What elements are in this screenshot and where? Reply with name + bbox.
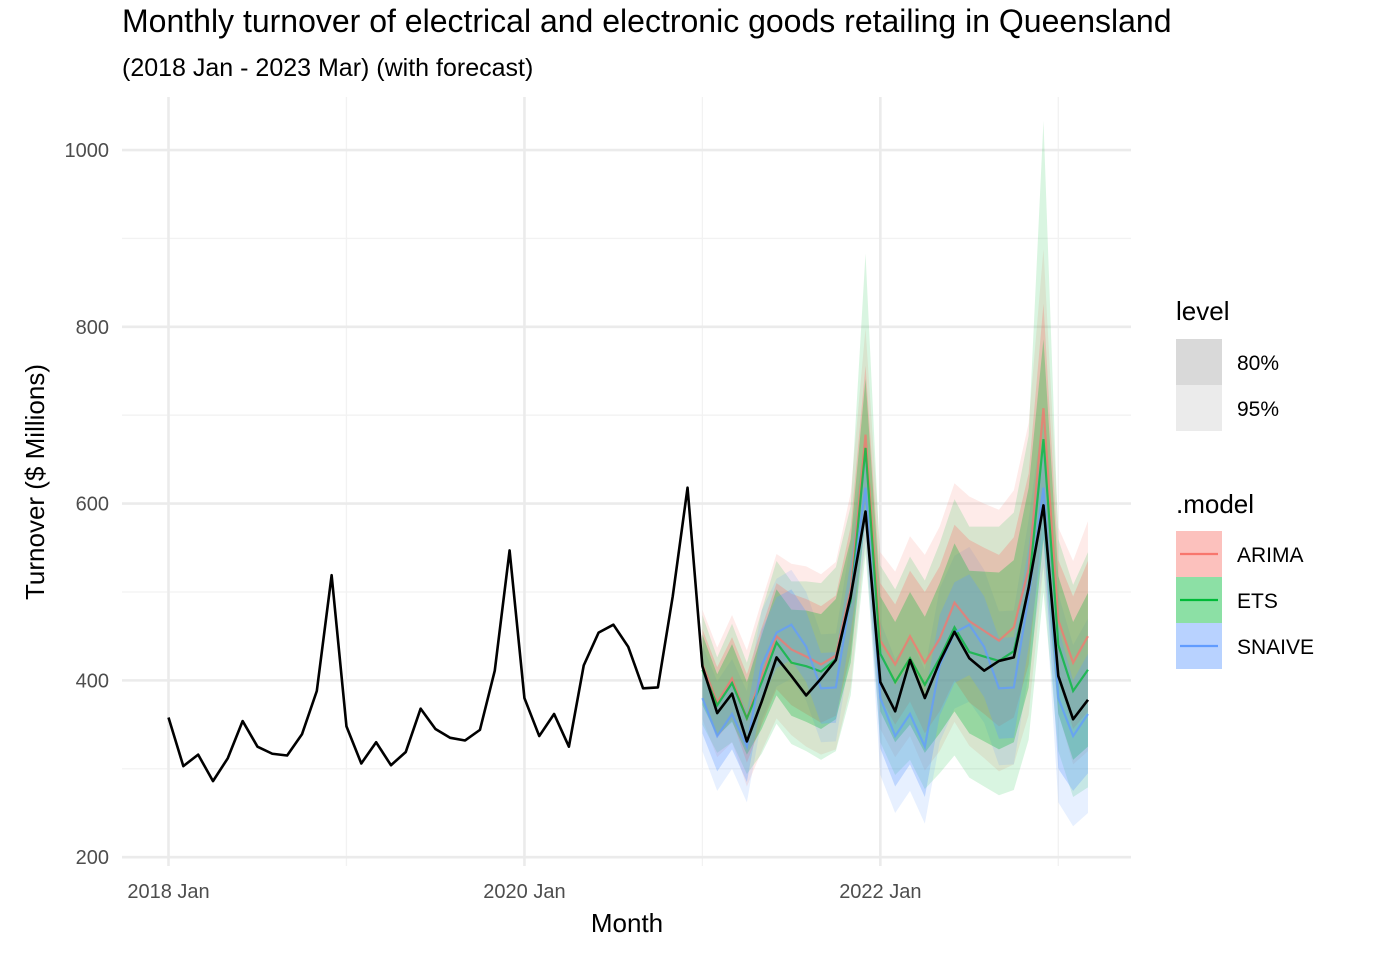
legend-level-key-95 xyxy=(1176,385,1222,431)
legend-level-items: 80% 95% xyxy=(1176,339,1279,431)
y-tick-label: 200 xyxy=(76,847,109,869)
actual-series xyxy=(167,486,1089,783)
y-axis-ticks: 200 400 600 800 1000 xyxy=(65,140,110,869)
chart-subtitle: (2018 Jan - 2023 Mar) (with forecast) xyxy=(122,54,533,82)
minor-gridlines xyxy=(122,97,1131,866)
legend-model-label: ETS xyxy=(1237,590,1278,613)
mean-line-snaive xyxy=(701,487,1089,751)
legend-model-label: ARIMA xyxy=(1237,544,1304,567)
legend-level-title: level xyxy=(1176,296,1229,326)
legend-model-items: ARIMA ETS SNAIVE xyxy=(1176,531,1314,669)
x-tick-label: 2020 Jan xyxy=(483,881,565,903)
chart-title: Monthly turnover of electrical and elect… xyxy=(122,3,1171,39)
band-95-ets xyxy=(702,120,1088,798)
actual-line xyxy=(167,486,1089,783)
y-tick-label: 400 xyxy=(76,670,109,692)
y-tick-label: 800 xyxy=(76,317,109,339)
y-tick-label: 1000 xyxy=(65,140,110,162)
legend-model-title: .model xyxy=(1176,489,1254,519)
band-80-ets xyxy=(702,339,1088,760)
y-tick-label: 600 xyxy=(76,494,109,516)
legend-level-label: 95% xyxy=(1237,398,1279,421)
band-80-snaive xyxy=(702,437,1088,798)
x-axis-label: Month xyxy=(591,908,663,938)
x-tick-label: 2022 Jan xyxy=(839,881,921,903)
legend-level-label: 80% xyxy=(1237,352,1279,375)
legend-level-key-80 xyxy=(1176,339,1222,385)
legend-model-label: SNAIVE xyxy=(1237,636,1314,659)
forecast-80-bands xyxy=(702,303,1088,798)
legend: level 80% 95% .model ARIMA ETS SNAIVE xyxy=(1176,296,1314,669)
band-95-snaive xyxy=(702,409,1088,827)
y-axis-label: Turnover ($ Millions) xyxy=(20,364,50,600)
x-axis-ticks: 2018 Jan 2020 Jan 2022 Jan xyxy=(127,881,921,903)
band-80-arima xyxy=(702,303,1088,763)
x-tick-label: 2018 Jan xyxy=(127,881,209,903)
major-gridlines xyxy=(122,97,1131,866)
mean-line-arima xyxy=(701,408,1089,722)
